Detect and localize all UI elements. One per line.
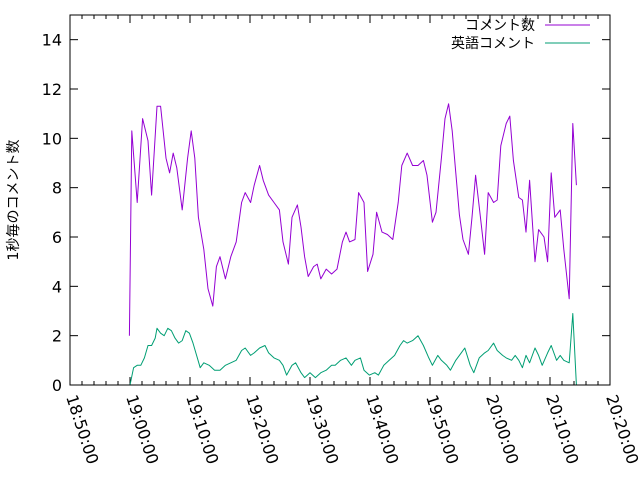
series-layer [128,103,577,386]
y-tick-label: 12 [42,80,62,99]
y-tick-label: 8 [52,179,62,198]
y-tick-label: 0 [52,376,62,395]
y-tick-label: 6 [52,228,62,247]
series-line-1 [128,103,577,336]
series-line-2 [129,313,577,386]
y-tick-label: 10 [42,129,62,148]
y-tick-label: 2 [52,327,62,346]
y-tick-label: 4 [52,277,62,296]
plot-frame [69,14,611,386]
legend-label: コメント数 [465,18,535,34]
legend-label: 英語コメント [451,35,535,52]
y-tick-label: 14 [42,31,62,50]
y-axis-title: 1秒毎のコメント数 [6,140,22,261]
